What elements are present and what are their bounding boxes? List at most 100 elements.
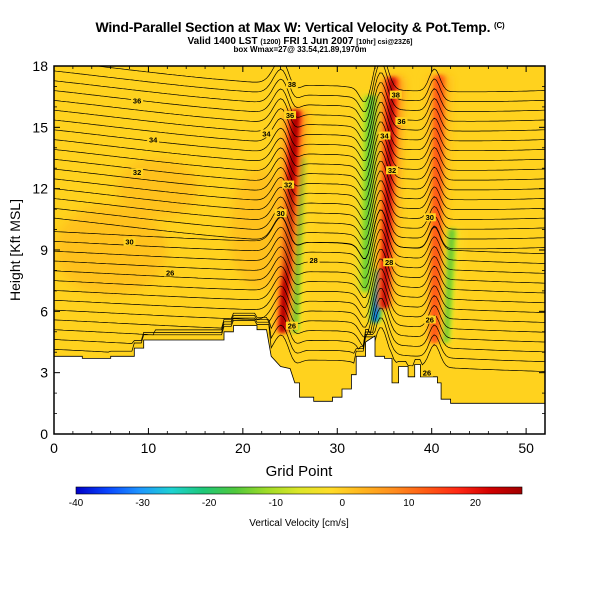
theta-contour [54,258,545,308]
valid-date: FRI 1 Jun 2007 [283,36,354,47]
colorbar-tick-label: -30 [135,498,150,509]
theta-contour [54,317,545,363]
contour-label: 34 [147,135,160,144]
theta-contour [54,209,545,260]
contour-label: 32 [131,168,144,177]
contour-label: 26 [164,268,177,277]
contour-label-text: 26 [288,321,296,330]
y-tick-label: 12 [32,181,48,197]
x-tick-label: 0 [50,440,58,456]
colorbar: -40 -30 -20 -10 0 10 20 Vertical Velocity [cm/… [69,486,523,529]
contour-label-bg [285,321,298,330]
x-tick-label: 10 [141,440,157,456]
contour-label-text: 36 [133,97,141,106]
theta-contour [54,307,545,353]
y-tick-label: 15 [32,119,48,135]
contour-label-text: 32 [388,166,396,175]
contour-label: 26 [423,315,436,324]
theta-contour [54,160,545,211]
contour-label-bg [420,368,433,377]
contour-label-text: 30 [125,238,133,247]
theta-contour [54,170,545,220]
contour-label: 26 [420,368,433,377]
contour-label: 32 [282,180,295,189]
contour-label: 34 [260,129,273,138]
contour-label-text: 34 [380,131,389,140]
theta-contour [54,141,545,191]
theta-contour [54,180,545,230]
colorbar-tick-label: -10 [268,498,283,509]
contour-label-text: 32 [284,180,292,189]
theta-contour [54,229,545,279]
theta-contour [54,239,545,289]
contour-label-text: 28 [309,256,317,265]
updraft-2-level [382,78,395,308]
contour-label-text: 26 [426,315,434,324]
theta-contour [54,190,545,240]
theta-contour [54,72,545,122]
colorbar-tick-label: -20 [202,498,217,509]
chart-title: Wind-Parallel Section at Max W: Vertical… [0,19,600,35]
theta-contour [54,288,545,338]
contour-label: 38 [285,80,298,89]
contour-label-text: 26 [423,368,431,377]
contour-label: 28 [383,258,396,267]
contour-label-bg [386,166,399,175]
contour-label-bg [284,111,297,120]
theta-contour [54,121,545,171]
contour-label-bg [389,90,402,99]
contour-label: 28 [307,256,320,265]
y-tick-label: 0 [40,426,48,442]
contour-label-text: 26 [166,268,174,277]
contour-label: 30 [274,209,287,218]
contour-label-text: 34 [149,135,158,144]
contour-label-bg [285,80,298,89]
terrain [54,325,545,434]
y-tick-label: 18 [32,58,48,74]
contour-label: 36 [284,111,297,120]
weak-updraft-patch [117,158,198,219]
vertical-velocity-field: 38 38 36 36 36 34 34 34 32 32 32 30 30 30 28 28 26 26 26 26 [54,66,545,434]
contour-label: 30 [423,213,436,222]
contour-label-bg [147,135,160,144]
contour-label-bg [131,96,144,105]
contour-label-text: 34 [262,129,271,138]
contour-label-bg [164,268,177,277]
x-tick-label: 40 [424,440,440,456]
contour-label: 34 [378,131,391,140]
contour-label: 30 [123,238,136,247]
forecast-info: [10hr] csi@23Z6] [356,39,413,46]
theta-contour [54,66,545,112]
colorbar-label: Vertical Velocity [cm/s] [249,518,349,529]
box-location: box Wmax=27@ 33.54,21.89,1970m [233,45,367,54]
theta-contour [54,297,545,348]
downdraft-2 [358,96,383,291]
theta-contour [54,131,545,181]
downdraft-4-level [444,229,454,342]
contour-label-bg [395,117,408,126]
contour-label-bg [423,213,436,222]
theta-contour [54,101,545,152]
contour-label-bg [423,315,436,324]
theta-contour [54,278,545,328]
copyright-mark: (C) [494,21,505,30]
contour-label: 38 [389,90,402,99]
contour-label-text: 36 [286,111,294,120]
y-tick-label: 3 [40,365,48,381]
valid-time-alt: (1200) [260,39,281,46]
contour-label: 36 [395,117,408,126]
x-tick-label: 30 [329,440,345,456]
contour-label-text: 30 [426,213,434,222]
contour-labels: 38 38 36 36 36 34 34 34 32 32 32 30 30 30 28 28 26 26 26 26 [123,80,436,377]
contour-label: 36 [131,96,144,106]
contour-label-bg [274,209,287,218]
contour-label-text: 38 [288,80,296,89]
theta-contour [54,111,545,161]
colorbar-tick-label: -40 [69,498,84,509]
theta-contour [54,200,545,250]
contour-label-bg [282,180,295,189]
downdraft-4 [438,229,463,342]
y-tick-label: 6 [40,303,48,319]
